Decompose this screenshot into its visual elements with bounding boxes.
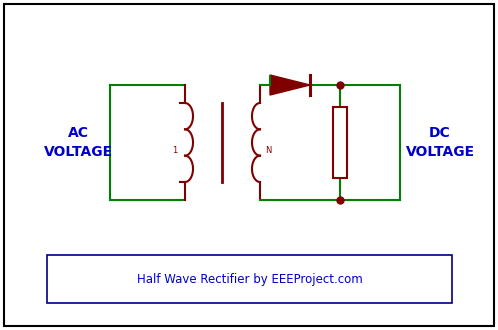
Polygon shape (270, 75, 310, 95)
Text: Half Wave Rectifier by EEEProject.com: Half Wave Rectifier by EEEProject.com (136, 273, 363, 285)
Text: AC
VOLTAGE: AC VOLTAGE (43, 126, 113, 159)
Text: 1: 1 (172, 146, 178, 155)
Text: N: N (265, 146, 271, 155)
Text: DC
VOLTAGE: DC VOLTAGE (405, 126, 475, 159)
Bar (47, 255, 452, 303)
Bar (333, 107, 347, 178)
